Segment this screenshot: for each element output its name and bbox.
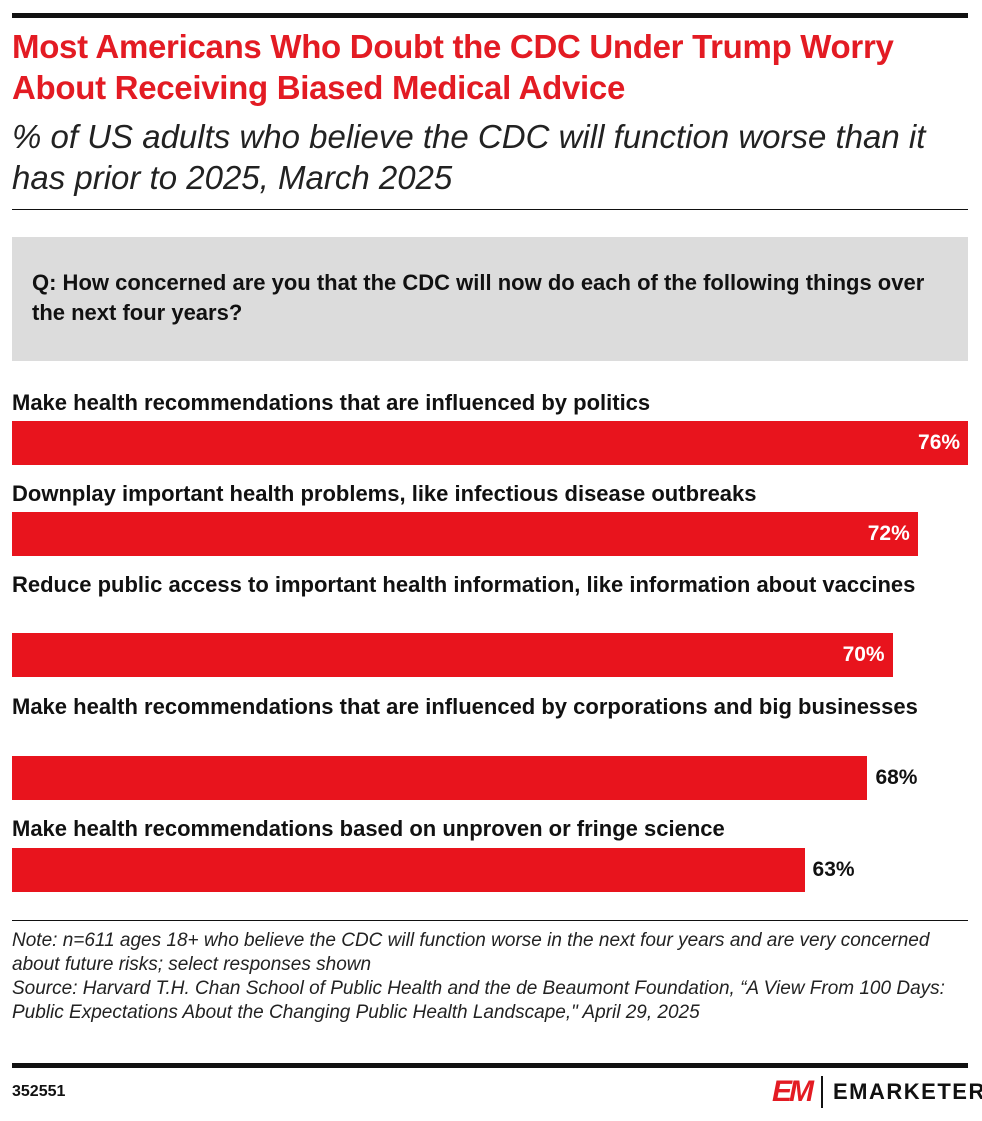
bar [12,512,918,556]
question-text: Q: How concerned are you that the CDC wi… [32,270,925,325]
emarketer-logo: EM EMARKETER [772,1075,982,1109]
logo-separator [821,1076,823,1108]
bar [12,848,805,892]
bar [12,421,969,465]
data-label: 63% [812,858,855,881]
notes: Note: n=611 ages 18+ who believe the CDC… [12,929,972,1025]
data-label: 68% [875,766,918,789]
bar [12,756,868,800]
bottom-rule [12,1063,968,1068]
divider [12,920,968,921]
source-text: Source: Harvard T.H. Chan School of Publ… [12,978,945,1023]
data-label: 72% [867,522,910,545]
divider [12,209,968,210]
category-label: Downplay important health problems, like… [12,481,757,506]
data-label: 70% [842,643,885,666]
em-logo-mark: EM [772,1075,814,1108]
category-label: Make health recommendations that are inf… [12,694,918,719]
category-label: Make health recommendations based on unp… [12,816,725,841]
question-box [12,237,968,361]
category-label: Reduce public access to important health… [12,572,916,597]
chart-title: Most Americans Who Doubt the CDC Under T… [12,28,894,106]
note-text: Note: n=611 ages 18+ who believe the CDC… [12,930,930,975]
logo-name: EMARKETER [833,1079,982,1104]
data-label: 76% [918,431,961,454]
bar [12,633,893,677]
chart-id: 352551 [12,1083,66,1100]
chart-subtitle: % of US adults who believe the CDC will … [12,118,926,196]
category-label: Make health recommendations that are inf… [12,390,651,415]
top-rule [12,13,968,18]
